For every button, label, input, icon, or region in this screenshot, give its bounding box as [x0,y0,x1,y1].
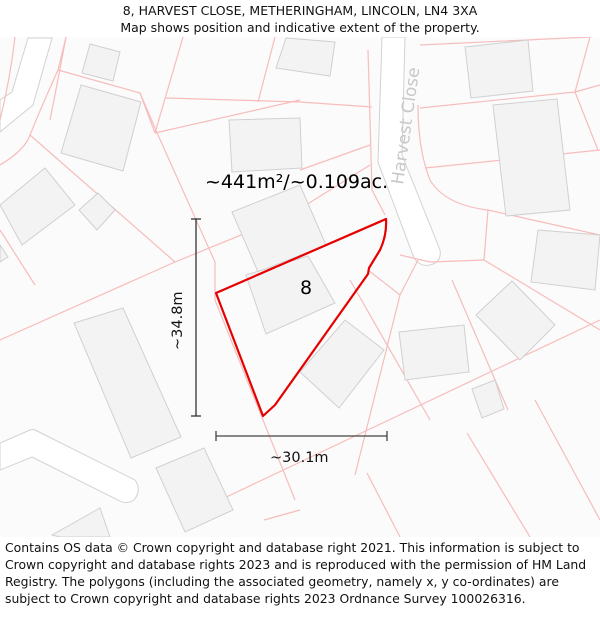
buildings [0,37,600,537]
roads [0,37,441,503]
height-dimension [191,218,201,417]
copyright-notice: Contains OS data © Crown copyright and d… [5,540,587,606]
map-subtitle: Map shows position and indicative extent… [120,20,480,35]
width-dimension [215,431,388,441]
property-map[interactable]: Harvest Close ~441m²/~0.109ac. 8 ~34.8m … [0,37,600,537]
address-title: 8, HARVEST CLOSE, METHERINGHAM, LINCOLN,… [122,3,478,18]
parcel-lines [0,37,600,537]
map-header: 8, HARVEST CLOSE, METHERINGHAM, LINCOLN,… [0,0,600,40]
height-dimension-label: ~34.8m [170,291,186,350]
width-dimension-label: ~30.1m [270,450,329,466]
plot-number-label: 8 [300,277,312,299]
area-label: ~441m²/~0.109ac. [205,171,388,193]
property-boundary[interactable] [214,217,388,418]
